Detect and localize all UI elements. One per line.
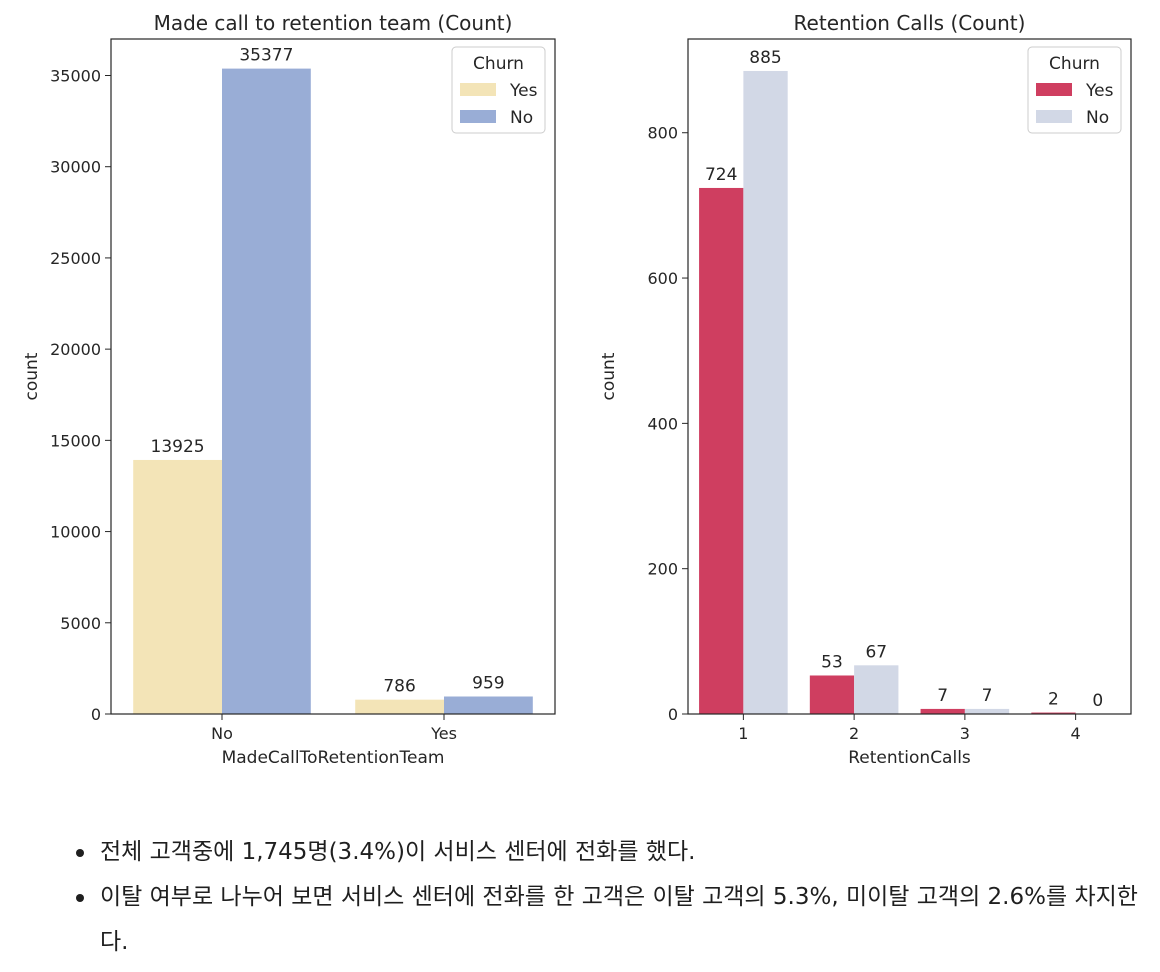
- legend-swatch: [460, 110, 496, 123]
- chart-panel: Made call to retention team (Count) 13925…: [22, 11, 556, 768]
- x-axis-label: MadeCallToRetentionTeam: [222, 748, 445, 768]
- y-axis-label: count: [22, 352, 42, 400]
- bar-value-label: 2: [1048, 690, 1059, 710]
- legend-label: Yes: [509, 81, 538, 101]
- bar: [743, 70, 788, 715]
- legend-label: No: [510, 108, 533, 128]
- plot-frame: [110, 38, 556, 715]
- legend-title: Churn: [473, 54, 524, 74]
- x-tick-label: 1: [738, 724, 748, 743]
- plot-frame: [687, 38, 1132, 715]
- bar: [133, 459, 222, 714]
- bar-value-label: 0: [1092, 691, 1103, 711]
- bar-value-label: 13925: [151, 437, 205, 457]
- summary-notes: 전체 고객중에 1,745명(3.4%)이 서비스 센터에 전화를 했다. 이탈…: [68, 830, 1138, 965]
- bar: [964, 708, 1010, 714]
- y-tick-label: 800: [647, 124, 678, 143]
- y-tick-label: 200: [647, 560, 678, 579]
- bar-value-label: 53: [821, 652, 843, 672]
- bar-value-label: 67: [865, 642, 887, 662]
- y-tick-label: 0: [91, 705, 101, 724]
- bar-value-label: 35377: [239, 46, 293, 66]
- bar: [854, 665, 899, 714]
- y-tick-label: 15000: [50, 431, 101, 450]
- y-tick-label: 5000: [60, 614, 101, 633]
- y-tick-label: 30000: [50, 158, 101, 177]
- y-tick-label: 600: [647, 269, 678, 288]
- chart-panel: Retention Calls (Count) 724 53 7 2 885 67 7 0 0 20…: [599, 11, 1132, 768]
- chart-title: Made call to retention team (Count): [154, 11, 513, 35]
- legend-swatch: [1036, 83, 1072, 96]
- bar-value-label: 7: [982, 686, 993, 706]
- charts-figure: Made call to retention team (Count) 13925…: [22, 11, 1132, 768]
- y-axis-label: count: [599, 352, 619, 400]
- y-tick-label: 10000: [50, 523, 101, 542]
- legend-swatch: [1036, 110, 1072, 123]
- x-tick-label: Yes: [430, 724, 457, 743]
- bar-value-label: 959: [472, 674, 504, 694]
- x-axis-label: RetentionCalls: [848, 748, 971, 768]
- bar-value-label: 786: [383, 677, 415, 697]
- legend-label: Yes: [1085, 81, 1114, 101]
- bar: [920, 708, 965, 714]
- y-tick-label: 25000: [50, 249, 101, 268]
- legend-label: No: [1086, 108, 1109, 128]
- summary-note: 이탈 여부로 나누어 보면 서비스 센터에 전화를 한 고객은 이탈 고객의 5…: [68, 875, 1138, 965]
- x-tick-label: 4: [1071, 724, 1081, 743]
- legend-title: Churn: [1049, 54, 1100, 74]
- bar: [444, 696, 533, 714]
- x-tick-label: No: [211, 724, 233, 743]
- x-tick-label: 3: [960, 724, 970, 743]
- bar-value-label: 7: [937, 686, 948, 706]
- y-tick-label: 35000: [50, 66, 101, 85]
- summary-note: 전체 고객중에 1,745명(3.4%)이 서비스 센터에 전화를 했다.: [68, 830, 1138, 875]
- legend-swatch: [460, 83, 496, 96]
- bar: [809, 675, 855, 714]
- bar: [222, 68, 311, 715]
- chart-title: Retention Calls (Count): [794, 11, 1026, 35]
- bar-value-label: 724: [705, 165, 737, 185]
- bar: [355, 699, 444, 714]
- bar: [1031, 712, 1076, 714]
- x-tick-label: 2: [849, 724, 859, 743]
- y-tick-label: 20000: [50, 340, 101, 359]
- y-tick-label: 0: [668, 705, 678, 724]
- bar: [699, 187, 744, 714]
- y-tick-label: 400: [647, 414, 678, 433]
- bar-value-label: 885: [749, 48, 781, 68]
